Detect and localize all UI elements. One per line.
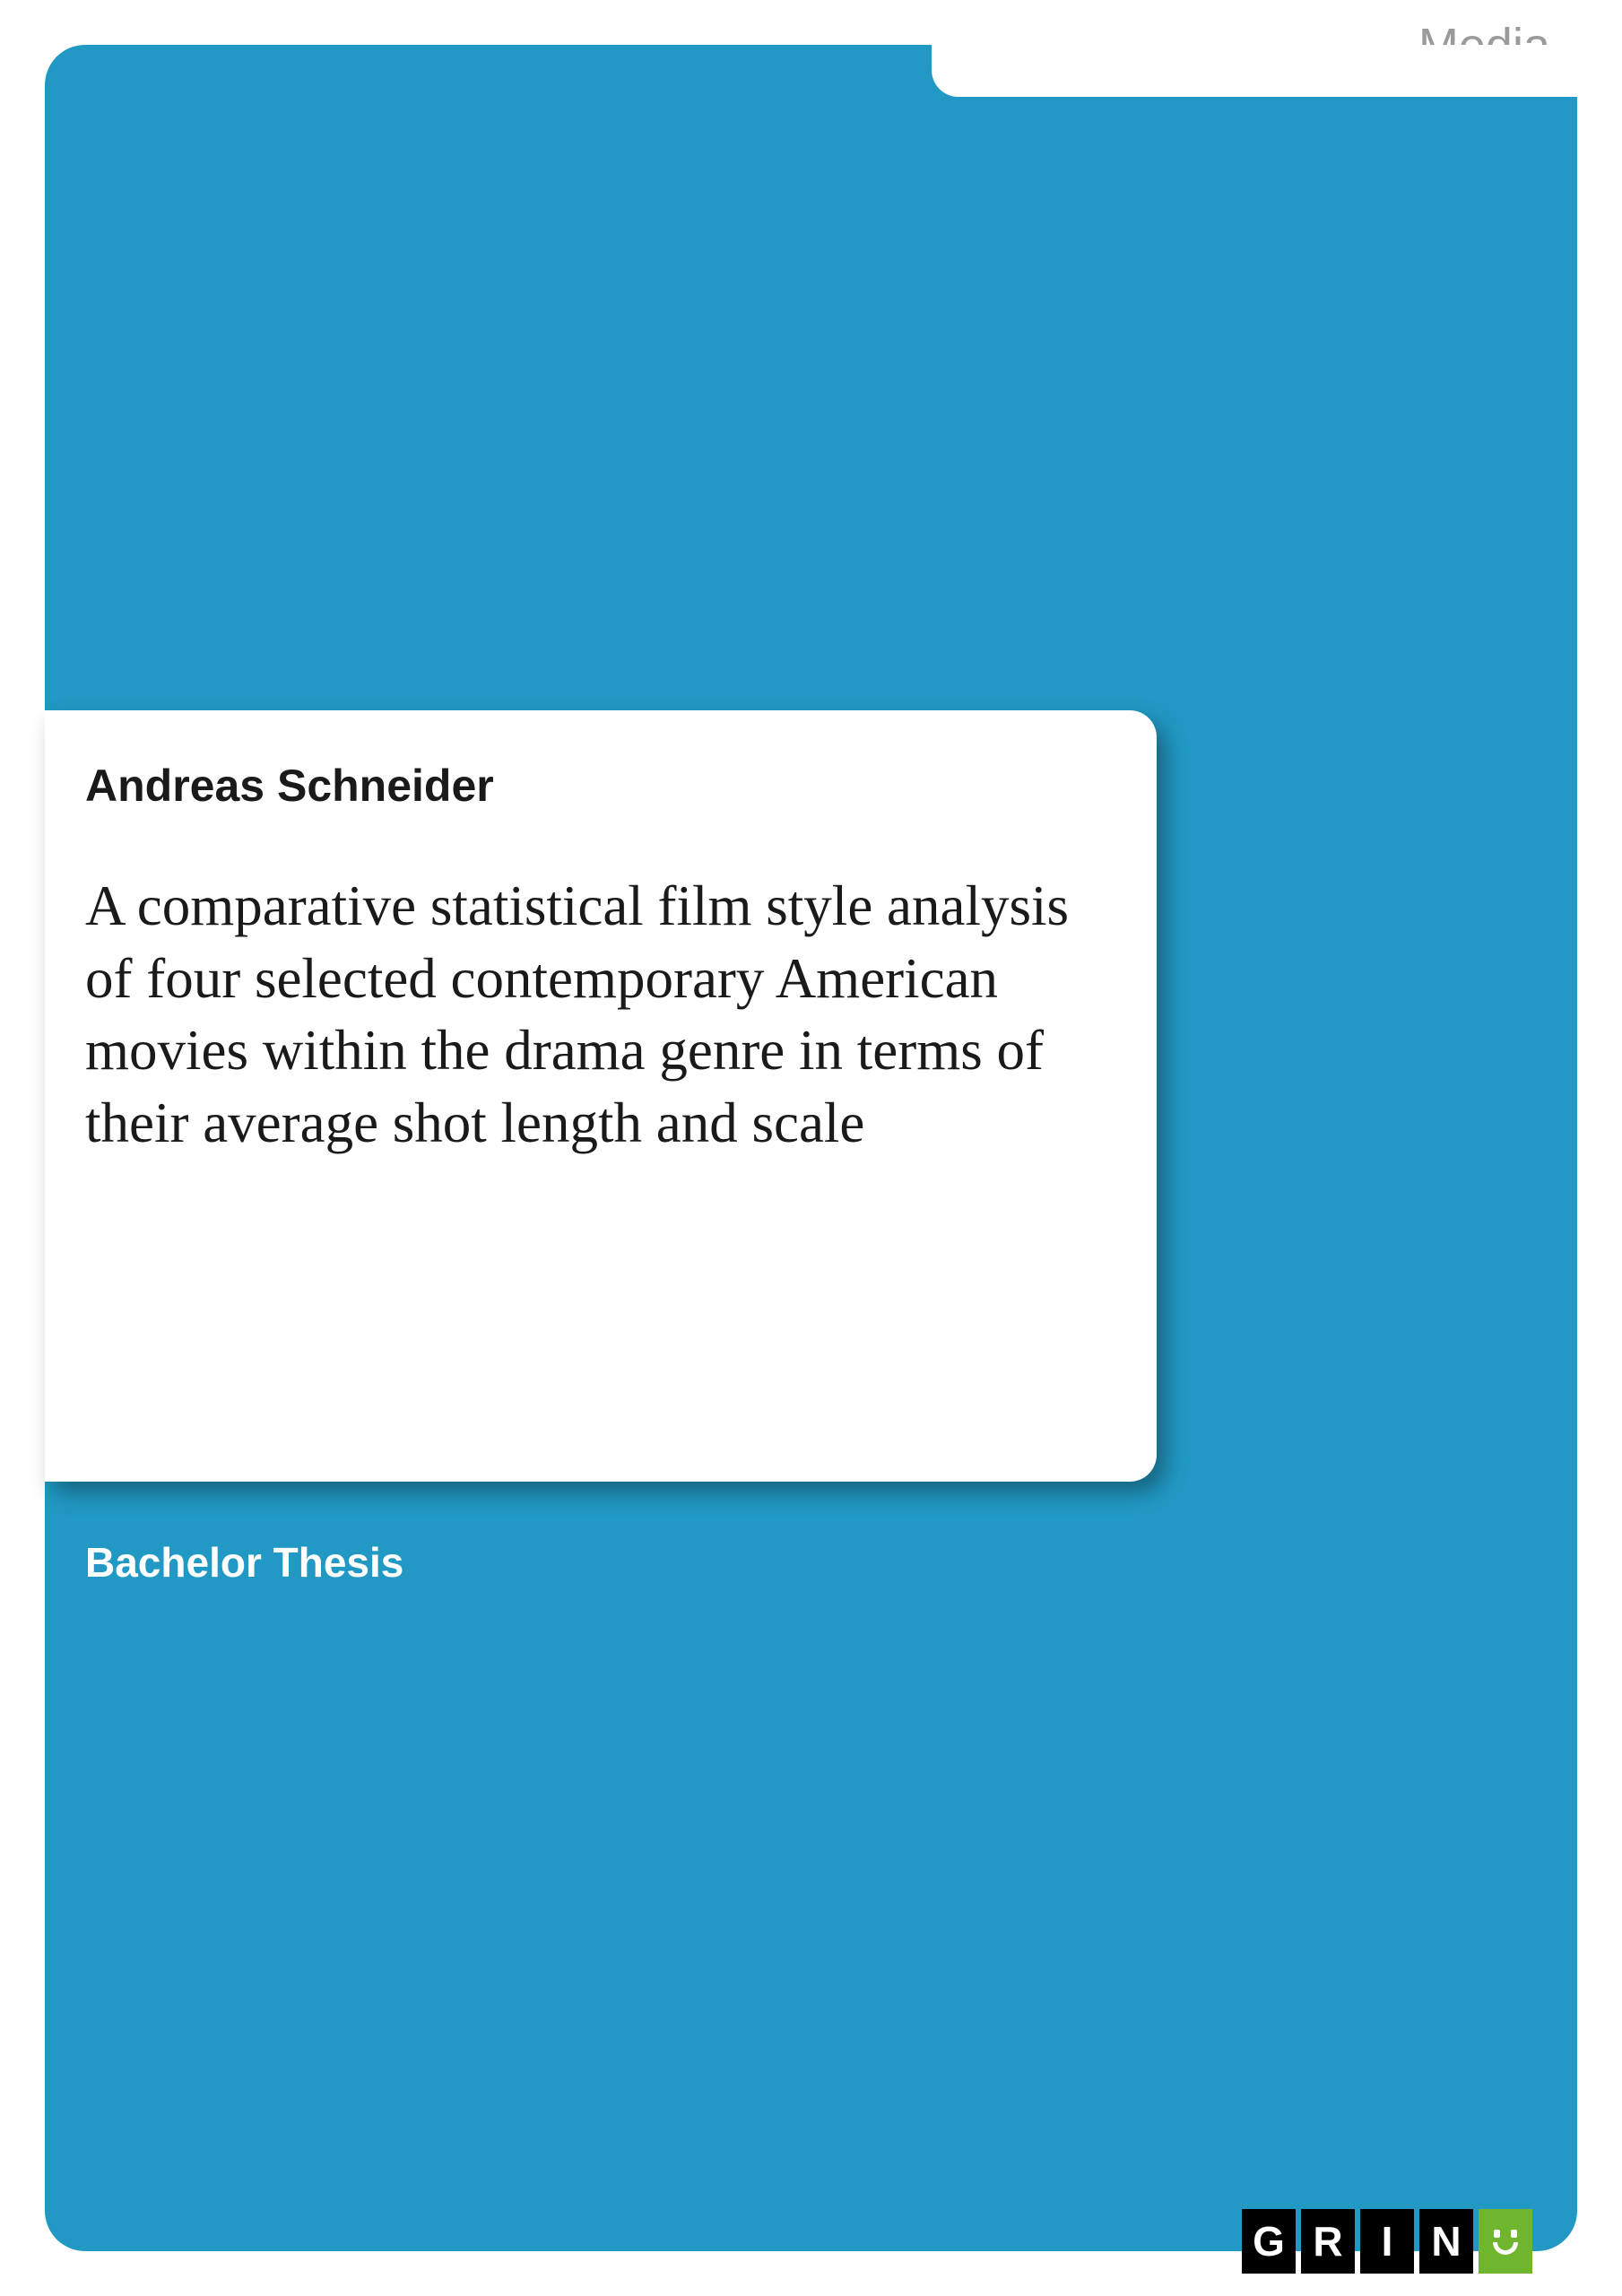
title-panel: Andreas Schneider A comparative statisti… — [45, 710, 1157, 1482]
document-title: A comparative statistical film style ana… — [85, 870, 1094, 1160]
logo-smiley-icon — [1479, 2209, 1532, 2274]
author-name: Andreas Schneider — [85, 760, 1094, 812]
logo-letter-r: R — [1301, 2209, 1355, 2274]
logo-letter-n: N — [1419, 2209, 1473, 2274]
cover-background: Andreas Schneider A comparative statisti… — [45, 45, 1577, 2251]
top-right-notch — [932, 45, 1577, 97]
publisher-logo: G R I N — [1242, 2209, 1532, 2274]
thesis-type-label: Bachelor Thesis — [85, 1538, 403, 1587]
logo-letter-i: I — [1360, 2209, 1414, 2274]
logo-letter-g: G — [1242, 2209, 1296, 2274]
